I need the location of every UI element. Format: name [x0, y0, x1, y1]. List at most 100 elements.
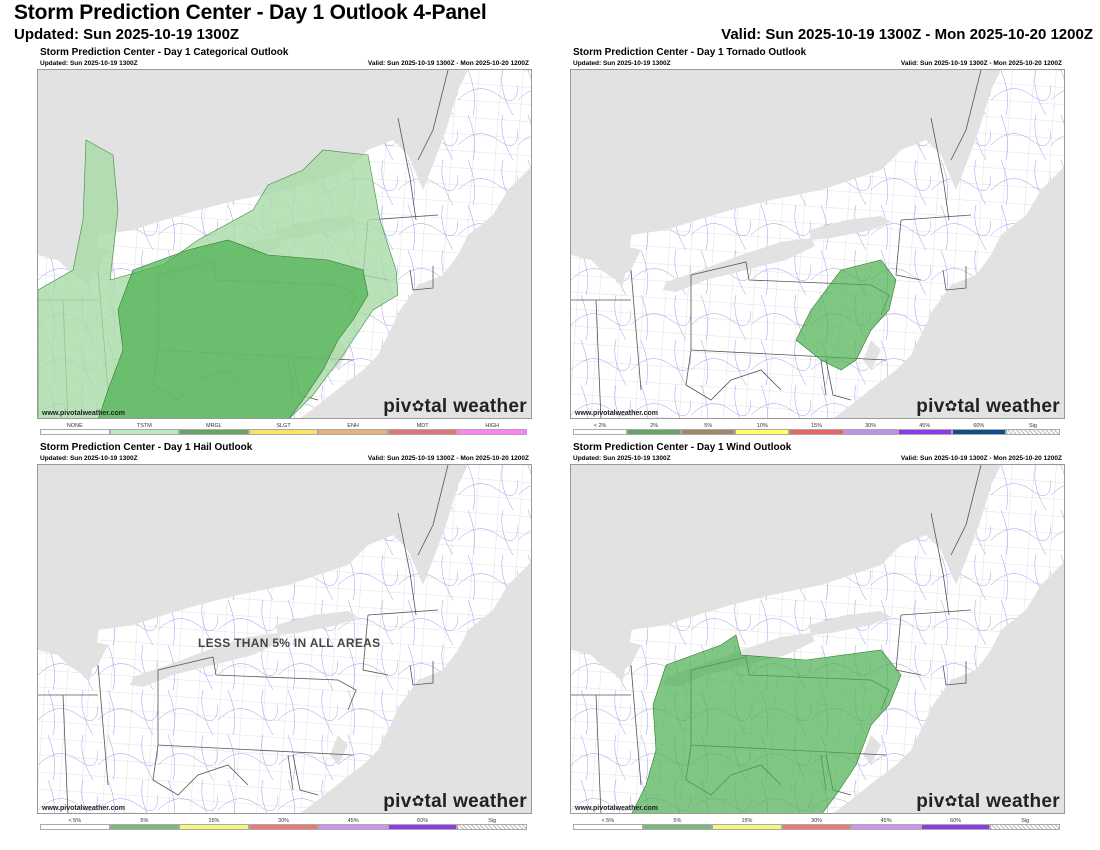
legend-swatch	[789, 429, 844, 435]
credit-text: www.pivotalweather.com	[42, 410, 125, 417]
legend-item: < 2%	[573, 423, 628, 436]
legend-label: NONE	[66, 423, 83, 429]
legend-item: SLGT	[248, 423, 319, 436]
credit-text: www.pivotalweather.com	[575, 805, 658, 812]
legend-label: HIGH	[485, 423, 500, 429]
legend-swatch	[990, 824, 1061, 830]
snowflake-icon: ✿	[411, 398, 425, 415]
legend-swatch	[387, 824, 458, 830]
legend-item: ENH	[318, 423, 388, 436]
legend-label: Sig	[488, 818, 497, 824]
legend-item: < 5%	[40, 818, 110, 831]
legend-swatch	[573, 429, 628, 435]
legend: < 2% 2% 5% 10% 15% 30% 45% 60% Sig	[573, 423, 1060, 436]
legend-label: < 5%	[601, 818, 615, 824]
panel-hail: Storm Prediction Center - Day 1 Hail Out…	[37, 442, 532, 832]
legend-label: 45%	[919, 423, 931, 429]
legend-label: 10%	[756, 423, 768, 429]
panel-title: Storm Prediction Center - Day 1 Wind Out…	[573, 442, 792, 453]
legend-swatch	[897, 429, 952, 435]
page-title: Storm Prediction Center - Day 1 Outlook …	[14, 1, 487, 24]
panel-updated: Updated: Sun 2025-10-19 1300Z	[573, 455, 671, 462]
legend-item: 15%	[789, 423, 844, 436]
legend-label: 30%	[865, 423, 877, 429]
legend-label: 45%	[880, 818, 892, 824]
credit-text: www.pivotalweather.com	[42, 805, 125, 812]
legend-label: 15%	[810, 423, 822, 429]
legend-swatch	[642, 824, 713, 830]
legend-label: SLGT	[276, 423, 291, 429]
legend-swatch	[735, 429, 790, 435]
snowflake-icon: ✿	[944, 398, 958, 415]
legend-swatch	[457, 429, 528, 435]
legend-item: TSTM	[109, 423, 180, 436]
legend-swatch	[573, 824, 643, 830]
legend: NONE TSTM MRGL SLGT ENH MDT HIGH	[40, 423, 528, 436]
legend-label: 5%	[704, 423, 713, 429]
panel-updated: Updated: Sun 2025-10-19 1300Z	[573, 60, 671, 67]
legend-item: MRGL	[179, 423, 249, 436]
tornado-map[interactable]: www.pivotalweather.com piv✿tal weather	[570, 69, 1065, 419]
categorical-map[interactable]: www.pivotalweather.com piv✿tal weather	[37, 69, 532, 419]
no-risk-note: LESS THAN 5% IN ALL AREAS	[198, 636, 381, 650]
legend-swatch	[179, 824, 249, 830]
brand-logo: piv✿tal weather	[383, 396, 527, 417]
legend-item: 10%	[735, 423, 790, 436]
legend-swatch	[248, 429, 319, 435]
panel-title: Storm Prediction Center - Day 1 Hail Out…	[40, 442, 253, 453]
legend-swatch	[457, 824, 528, 830]
legend-swatch	[781, 824, 852, 830]
legend-item: 15%	[712, 818, 782, 831]
legend-swatch	[318, 429, 388, 435]
legend-item: NONE	[40, 423, 110, 436]
legend: < 5% 5% 15% 30% 45% 60% Sig	[40, 818, 528, 831]
tornado-2pct-area	[795, 259, 897, 371]
legend-swatch	[951, 429, 1006, 435]
panel-valid: Valid: Sun 2025-10-19 1300Z - Mon 2025-1…	[900, 60, 1062, 67]
legend-item: 5%	[109, 818, 180, 831]
legend-item: 60%	[951, 423, 1006, 436]
legend-item: 30%	[843, 423, 898, 436]
legend-swatch	[179, 429, 249, 435]
page-valid-time: Valid: Sun 2025-10-19 1300Z - Mon 2025-1…	[721, 26, 1093, 43]
panel-tornado: Storm Prediction Center - Day 1 Tornado …	[570, 47, 1065, 437]
panel-title: Storm Prediction Center - Day 1 Tornado …	[573, 47, 807, 58]
snowflake-icon: ✿	[411, 793, 425, 810]
legend-item: 45%	[851, 818, 921, 831]
legend-swatch	[318, 824, 388, 830]
legend-label: 15%	[741, 818, 753, 824]
legend-item: 5%	[642, 818, 713, 831]
page-updated-time: Updated: Sun 2025-10-19 1300Z	[14, 26, 240, 43]
legend-swatch	[712, 824, 782, 830]
hail-map[interactable]: LESS THAN 5% IN ALL AREAS www.pivotalwea…	[37, 464, 532, 814]
legend-item: 60%	[920, 818, 991, 831]
legend-swatch	[851, 824, 921, 830]
credit-text: www.pivotalweather.com	[575, 410, 658, 417]
legend-label: < 5%	[68, 818, 82, 824]
panel-wind: Storm Prediction Center - Day 1 Wind Out…	[570, 442, 1065, 832]
legend-swatch	[843, 429, 898, 435]
brand-logo: piv✿tal weather	[383, 791, 527, 812]
wind-map[interactable]: www.pivotalweather.com piv✿tal weather	[570, 464, 1065, 814]
legend-label: < 2%	[593, 423, 607, 429]
legend-label: 30%	[811, 818, 823, 824]
legend-item: 15%	[179, 818, 249, 831]
legend-item: Sig	[990, 818, 1061, 831]
legend-item: 45%	[897, 423, 952, 436]
legend-label: 60%	[417, 818, 429, 824]
panel-categorical: Storm Prediction Center - Day 1 Categori…	[37, 47, 532, 437]
legend-swatch	[248, 824, 319, 830]
legend-swatch	[627, 429, 682, 435]
legend-item: 45%	[318, 818, 388, 831]
legend-label: 5%	[140, 818, 149, 824]
legend-item: Sig	[457, 818, 528, 831]
legend-label: 5%	[673, 818, 682, 824]
legend-item: MDT	[387, 423, 458, 436]
panel-updated: Updated: Sun 2025-10-19 1300Z	[40, 60, 138, 67]
panel-title: Storm Prediction Center - Day 1 Categori…	[40, 47, 289, 58]
legend-label: 15%	[208, 818, 220, 824]
panel-valid: Valid: Sun 2025-10-19 1300Z - Mon 2025-1…	[367, 60, 529, 67]
legend-item: 30%	[781, 818, 852, 831]
legend-label: Sig	[1021, 818, 1030, 824]
legend-item: 2%	[627, 423, 682, 436]
